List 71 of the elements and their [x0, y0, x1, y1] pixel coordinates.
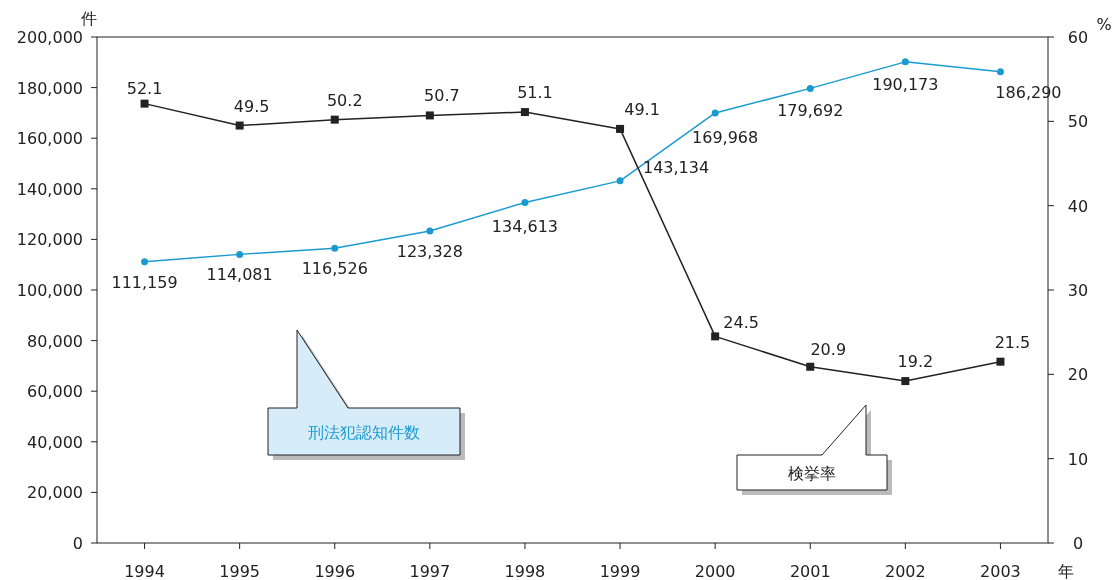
y2-tick-label: 0 [1072, 534, 1084, 553]
point [331, 244, 339, 252]
data-label: 111,159 [111, 272, 178, 292]
y-tick-label: 180,000 [16, 78, 83, 98]
y2-tick-label: 40 [1067, 196, 1089, 216]
data-label: 186,290 [995, 82, 1062, 102]
y-tick-label: 80,000 [27, 331, 83, 351]
data-label: 24.5 [723, 313, 759, 333]
data-label: 50.2 [326, 90, 363, 110]
y-tick-label: 60,000 [27, 382, 83, 402]
point [521, 198, 529, 206]
point [711, 332, 720, 341]
point [901, 377, 910, 386]
x-tick-label: 2002 [884, 562, 926, 580]
x-tick-label: 2003 [980, 562, 1021, 580]
point [236, 250, 244, 258]
x-axis-title: 年 [1058, 562, 1074, 580]
data-label: 190,173 [872, 74, 939, 94]
data-label: 21.5 [994, 332, 1031, 352]
y-tick-label: 20,000 [27, 483, 83, 503]
x-tick-label: 1999 [599, 562, 641, 580]
point [141, 258, 149, 266]
point [996, 68, 1004, 76]
point [996, 357, 1005, 366]
x-tick-label: 1996 [314, 562, 356, 580]
y2-tick-label: 10 [1067, 449, 1089, 469]
data-label: 51.1 [517, 83, 553, 103]
data-label: 123,328 [396, 241, 463, 261]
x-tick-label: 1997 [409, 562, 451, 580]
y-tick-label: 160,000 [16, 129, 83, 149]
x-tick-label: 1995 [219, 562, 261, 580]
y2-axis-title: % [1096, 15, 1112, 34]
point [330, 115, 339, 124]
data-label: 179,692 [777, 101, 844, 121]
x-tick-label: 1994 [124, 562, 165, 580]
y-axis-title: 件 [81, 9, 97, 28]
data-label: 49.5 [233, 96, 270, 116]
point [616, 177, 624, 185]
data-label: 52.1 [126, 78, 163, 98]
data-label: 114,081 [206, 265, 273, 285]
point [806, 84, 814, 92]
point [806, 362, 815, 371]
data-label: 20.9 [810, 339, 847, 359]
y2-tick-label: 20 [1067, 365, 1089, 385]
point [520, 108, 529, 117]
y-tick-label: 200,000 [16, 28, 83, 47]
y2-tick-label: 60 [1067, 28, 1089, 47]
point [235, 121, 244, 130]
point [140, 99, 149, 108]
data-label: 19.2 [897, 352, 934, 372]
data-label: 116,526 [301, 259, 368, 279]
point [901, 58, 909, 66]
y2-tick-label: 30 [1067, 281, 1089, 300]
data-label: 134,613 [491, 217, 559, 237]
data-label: 169,968 [692, 127, 759, 147]
x-tick-label: 2001 [789, 562, 831, 580]
data-label: 143,134 [642, 157, 710, 177]
data-label: 50.7 [424, 86, 460, 106]
x-tick-label: 1998 [504, 562, 546, 580]
y-tick-label: 40,000 [27, 432, 83, 452]
y-tick-label: 0 [72, 534, 83, 553]
point [616, 124, 625, 133]
point [426, 227, 434, 235]
y2-tick-label: 50 [1067, 112, 1089, 132]
point [711, 109, 719, 117]
x-tick-label: 2000 [694, 562, 736, 580]
data-label: 49.1 [624, 99, 660, 119]
y-tick-label: 100,000 [16, 281, 83, 300]
y-tick-label: 120,000 [16, 230, 83, 250]
point [425, 111, 434, 120]
y-tick-label: 140,000 [16, 179, 83, 199]
